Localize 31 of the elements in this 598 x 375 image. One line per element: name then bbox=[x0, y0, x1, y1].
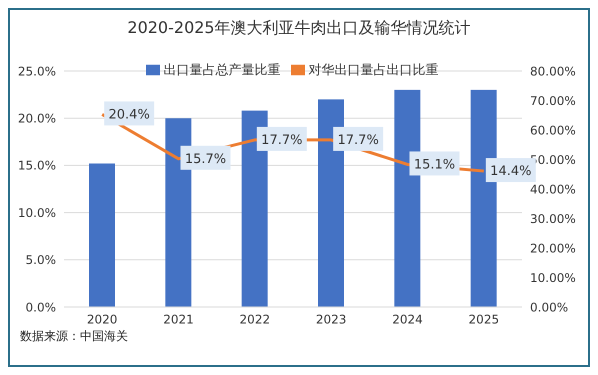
y2-tick-label: 30.00% bbox=[530, 212, 576, 226]
x-tick-label: 2025 bbox=[468, 312, 500, 327]
data-label: 15.1% bbox=[414, 157, 456, 172]
legend-label: 对华出口量占出口比重 bbox=[308, 63, 438, 78]
x-tick-label: 2024 bbox=[392, 312, 423, 327]
x-tick-label: 2023 bbox=[316, 312, 346, 327]
chart-title: 2020-2025年澳大利亚牛肉出口及输华情况统计 bbox=[126, 18, 472, 39]
y-tick-label: 0.0% bbox=[26, 300, 56, 314]
y-tick-label: 10.0% bbox=[18, 206, 56, 220]
x-tick-label: 2022 bbox=[240, 312, 270, 327]
source-note: 数据来源：中国海关 bbox=[20, 328, 128, 345]
data-label: 15.7% bbox=[184, 152, 226, 167]
y2-tick-label: 40.00% bbox=[530, 182, 576, 196]
y2-tick-label: 80.00% bbox=[530, 64, 576, 78]
data-label: 17.7% bbox=[261, 132, 302, 148]
y2-tick-label: 20.00% bbox=[530, 241, 576, 256]
y-tick-label: 15.0% bbox=[18, 158, 56, 173]
legend-label: 出口量占总产量比重 bbox=[164, 63, 280, 78]
x-tick-label: 2020 bbox=[86, 312, 118, 327]
bar bbox=[89, 164, 115, 307]
y2-tick-label: 0.00% bbox=[530, 300, 568, 314]
y-tick-label: 25.0% bbox=[18, 64, 56, 78]
data-label: 17.7% bbox=[338, 132, 379, 148]
y2-tick-label: 70.00% bbox=[530, 94, 576, 108]
x-tick-label: 2021 bbox=[163, 312, 194, 327]
data-label: 20.4% bbox=[108, 107, 150, 122]
y2-tick-label: 60.00% bbox=[530, 123, 576, 138]
data-label: 14.4% bbox=[490, 164, 532, 180]
y-tick-label: 5.0% bbox=[26, 253, 56, 268]
y2-tick-label: 10.00% bbox=[530, 270, 576, 285]
y-tick-label: 20.0% bbox=[18, 111, 56, 126]
